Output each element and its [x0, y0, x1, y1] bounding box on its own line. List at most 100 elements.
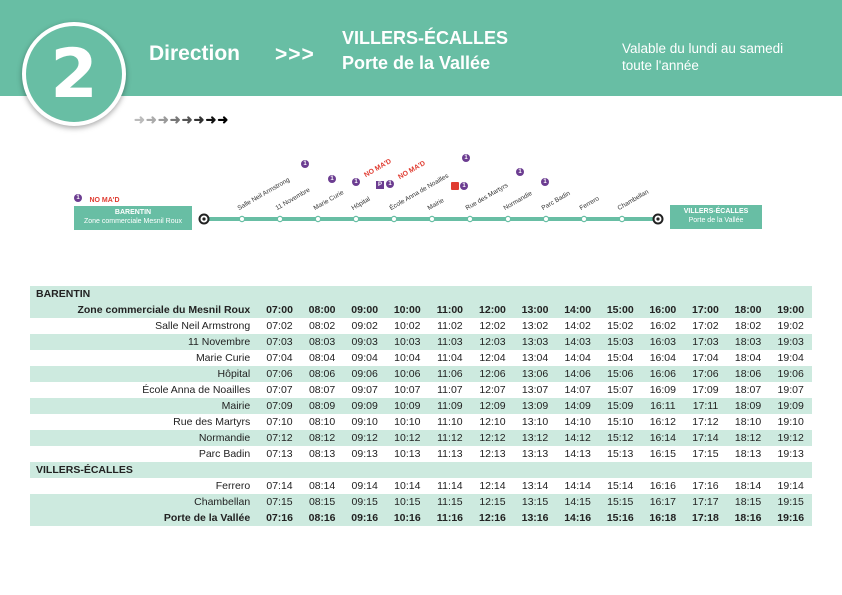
time-cell: 19:14 [777, 480, 804, 492]
time-cell: 07:13 [266, 448, 293, 460]
time-cell: 08:16 [300, 510, 344, 526]
bus-icon [451, 182, 459, 190]
line-badge: 2 [22, 22, 126, 126]
time-cell: 10:14 [394, 480, 421, 492]
time-cell: 07:07 [266, 384, 293, 396]
time-cell: 12:14 [479, 480, 506, 492]
time-cell: 17:04 [692, 352, 719, 364]
time-cell: 13:02 [521, 320, 549, 332]
time-cell: 14:02 [564, 320, 591, 332]
time-cell: 08:03 [300, 334, 344, 350]
time-cell: 15:06 [598, 366, 642, 382]
direction-arrows: >>> [275, 43, 315, 66]
time-cell: 09:00 [343, 302, 386, 318]
time-cell: 07:12 [258, 430, 301, 446]
time-cell: 10:16 [385, 510, 429, 526]
time-cell: 15:14 [607, 480, 634, 492]
time-cell: 16:17 [641, 494, 685, 510]
section-city: VILLERS-ÉCALLES [30, 462, 812, 478]
time-cell: 10:00 [385, 302, 429, 318]
stop-name: Mairie [30, 398, 259, 414]
ondemand-badge-icon: 1 [74, 193, 82, 202]
table-row: Salle Neil Armstrong 07:02 08:02 09:02 1… [30, 318, 812, 334]
time-cell: 17:06 [684, 366, 727, 382]
time-cell: 13:00 [513, 302, 557, 318]
time-cell: 07:15 [258, 494, 301, 510]
time-cell: 18:04 [734, 352, 762, 364]
time-cell: 15:13 [607, 448, 634, 460]
time-cell: 16:03 [641, 334, 685, 350]
time-cell: 18:12 [726, 430, 770, 446]
stop-name: Parc Badin [198, 448, 251, 460]
parking-icon: P [376, 181, 384, 189]
time-cell: 12:06 [471, 366, 514, 382]
time-cell: 15:02 [607, 320, 634, 332]
time-cell: 11:04 [437, 352, 463, 364]
time-cell: 11:00 [428, 302, 472, 318]
stop-name: École Anna de Noailles [142, 384, 251, 396]
time-cell: 10:02 [394, 320, 421, 332]
time-cell: 15:03 [598, 334, 642, 350]
time-cell: 13:16 [513, 510, 557, 526]
end-terminus: VILLERS-ÉCALLES Porte de la Vallée [670, 205, 762, 229]
ondemand-marker-icon: 1 [352, 178, 360, 186]
section-header-row: VILLERS-ÉCALLES [30, 462, 812, 478]
time-cell: 10:06 [385, 366, 429, 382]
time-cell: 09:10 [351, 416, 378, 428]
table-row: Zone commerciale du Mesnil Roux 07:00 08… [30, 302, 812, 318]
stop-name: 11 Novembre [30, 334, 259, 350]
time-cell: 14:00 [556, 302, 599, 318]
time-cell: 07:16 [258, 510, 301, 526]
time-cell: 18:06 [726, 366, 770, 382]
time-cell: 16:09 [649, 384, 676, 396]
time-cell: 11:13 [437, 448, 463, 460]
time-cell: 16:06 [641, 366, 685, 382]
time-cell: 14:15 [556, 494, 599, 510]
time-cell: 08:10 [308, 416, 336, 428]
time-cell: 12:16 [471, 510, 514, 526]
time-cell: 13:12 [513, 430, 557, 446]
time-cell: 16:00 [641, 302, 685, 318]
section-city: BARENTIN [30, 286, 812, 302]
time-cell: 18:10 [734, 416, 762, 428]
time-cell: 10:09 [385, 398, 429, 414]
table-row: 11 Novembre 07:03 08:03 09:03 10:03 11:0… [30, 334, 812, 350]
time-cell: 15:10 [607, 416, 634, 428]
time-cell: 19:09 [769, 398, 812, 414]
stop-name: Normandie [30, 430, 259, 446]
time-cell: 12:10 [479, 416, 506, 428]
time-cell: 19:07 [777, 384, 804, 396]
ondemand-marker-icon: 1 [386, 180, 394, 188]
time-cell: 16:04 [649, 352, 676, 364]
time-cell: 19:03 [769, 334, 812, 350]
destination-city: VILLERS-ÉCALLES [342, 28, 509, 48]
time-cell: 10:03 [385, 334, 429, 350]
time-cell: 09:04 [351, 352, 378, 364]
time-cell: 08:02 [308, 320, 336, 332]
time-cell: 07:14 [266, 480, 293, 492]
time-cell: 13:07 [521, 384, 549, 396]
time-cell: 14:06 [556, 366, 599, 382]
time-cell: 11:10 [437, 416, 463, 428]
time-cell: 17:03 [684, 334, 727, 350]
time-cell: 11:12 [428, 430, 472, 446]
time-cell: 14:09 [556, 398, 599, 414]
time-cell: 13:04 [521, 352, 549, 364]
time-cell: 17:02 [692, 320, 719, 332]
time-cell: 08:12 [300, 430, 344, 446]
time-cell: 19:10 [777, 416, 804, 428]
time-cell: 18:09 [726, 398, 770, 414]
end-stop: Porte de la Vallée [688, 217, 744, 224]
section-header-row: BARENTIN [30, 286, 812, 302]
time-cell: 09:06 [343, 366, 386, 382]
table-row: Marie Curie 07:04 08:04 09:04 10:04 11:0… [30, 350, 812, 366]
time-cell: 15:15 [598, 494, 642, 510]
stop-name: Marie Curie [195, 352, 251, 364]
time-cell: 15:16 [598, 510, 642, 526]
time-cell: 12:07 [479, 384, 506, 396]
time-cell: 09:02 [351, 320, 378, 332]
time-cell: 14:07 [564, 384, 591, 396]
time-cell: 14:10 [564, 416, 591, 428]
time-cell: 08:13 [308, 448, 336, 460]
time-cell: 11:14 [437, 480, 463, 492]
